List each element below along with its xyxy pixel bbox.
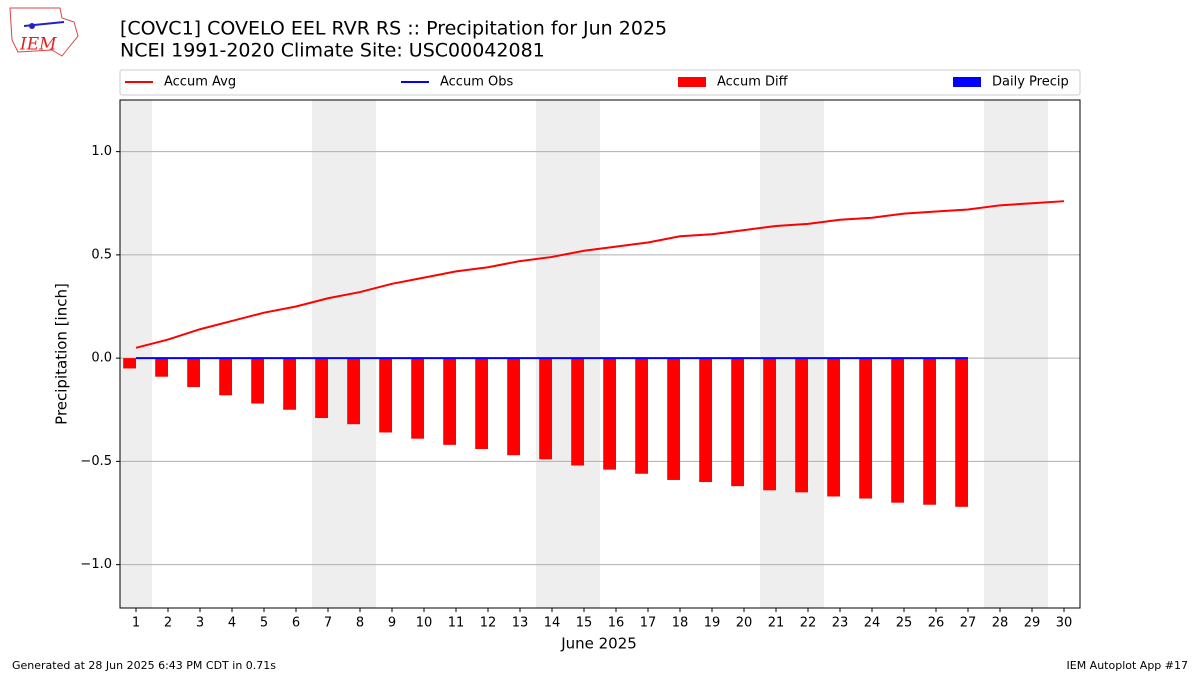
bar bbox=[667, 358, 680, 480]
weekend-shade bbox=[312, 100, 344, 608]
weekend-shade bbox=[568, 100, 600, 608]
legend bbox=[119, 69, 1081, 96]
y-tick-label: 0.0 bbox=[91, 351, 112, 366]
logo: IEM bbox=[9, 7, 79, 57]
line bbox=[135, 200, 1065, 349]
y-tick-label: −0.5 bbox=[80, 454, 112, 469]
x-tick-label: 9 bbox=[388, 616, 396, 631]
bar bbox=[827, 358, 840, 497]
bar bbox=[411, 358, 424, 439]
x-tick-label: 19 bbox=[704, 616, 721, 631]
bar bbox=[923, 358, 936, 505]
x-tick-label: 14 bbox=[544, 616, 561, 631]
y-tick-label: −1.0 bbox=[80, 557, 112, 572]
bar bbox=[571, 358, 584, 466]
bar bbox=[443, 358, 456, 445]
x-tick-label: 27 bbox=[960, 616, 977, 631]
x-tick-label: 12 bbox=[480, 616, 497, 631]
weekend-shade bbox=[1016, 100, 1048, 608]
bar bbox=[699, 358, 712, 483]
weekend-shade bbox=[792, 100, 824, 608]
x-tick-label: 13 bbox=[512, 616, 529, 631]
bar bbox=[251, 358, 264, 404]
bar bbox=[539, 358, 552, 460]
bar bbox=[315, 358, 328, 419]
weekend-shade bbox=[760, 100, 792, 608]
x-tick-label: 2 bbox=[164, 616, 172, 631]
x-tick-label: 25 bbox=[896, 616, 913, 631]
bar bbox=[507, 358, 520, 456]
x-axis-label: June 2025 bbox=[560, 635, 637, 653]
x-tick-label: 30 bbox=[1056, 616, 1073, 631]
bar bbox=[955, 358, 968, 507]
legend-swatch bbox=[678, 77, 706, 87]
legend-label: Accum Obs bbox=[440, 75, 513, 90]
legend-swatch bbox=[953, 77, 981, 87]
bar bbox=[379, 358, 392, 433]
x-tick-label: 21 bbox=[768, 616, 785, 631]
bar bbox=[283, 358, 296, 410]
bar bbox=[795, 358, 808, 493]
weekend-shade bbox=[536, 100, 568, 608]
x-tick-label: 4 bbox=[228, 616, 236, 631]
x-tick-label: 16 bbox=[608, 616, 625, 631]
x-tick-label: 29 bbox=[1024, 616, 1041, 631]
bar bbox=[155, 358, 168, 377]
y-tick-label: 0.5 bbox=[91, 247, 112, 262]
bar bbox=[475, 358, 488, 449]
x-tick-label: 3 bbox=[196, 616, 204, 631]
x-tick-label: 11 bbox=[448, 616, 465, 631]
y-axis-label: Precipitation [inch] bbox=[53, 283, 71, 425]
bar bbox=[635, 358, 648, 474]
x-tick-label: 1 bbox=[132, 616, 140, 631]
x-tick-label: 18 bbox=[672, 616, 689, 631]
x-tick-label: 17 bbox=[640, 616, 657, 631]
chart-title: [COVC1] COVELO EEL RVR RS :: Precipitati… bbox=[120, 18, 667, 40]
bar bbox=[347, 358, 360, 425]
bar bbox=[123, 358, 136, 369]
weekend-shade bbox=[984, 100, 1016, 608]
logo-text: IEM bbox=[19, 35, 57, 55]
weekend-shade bbox=[120, 100, 152, 608]
legend-label: Daily Precip bbox=[992, 75, 1069, 90]
chart-subtitle: NCEI 1991-2020 Climate Site: USC00042081 bbox=[120, 40, 545, 62]
weekend-shade bbox=[344, 100, 376, 608]
bar bbox=[731, 358, 744, 487]
plot-frame bbox=[119, 99, 1081, 609]
x-tick-label: 22 bbox=[800, 616, 817, 631]
legend-label: Accum Avg bbox=[164, 75, 236, 90]
bar bbox=[859, 358, 872, 499]
x-tick-label: 7 bbox=[324, 616, 332, 631]
bar bbox=[187, 358, 200, 388]
footer-left: Generated at 28 Jun 2025 6:43 PM CDT in … bbox=[12, 659, 276, 672]
y-tick-label: 1.0 bbox=[91, 144, 112, 159]
x-tick-label: 10 bbox=[416, 616, 433, 631]
x-tick-label: 6 bbox=[292, 616, 300, 631]
bar bbox=[891, 358, 904, 503]
bar bbox=[763, 358, 776, 491]
x-tick-label: 24 bbox=[864, 616, 881, 631]
x-tick-label: 5 bbox=[260, 616, 268, 631]
bar bbox=[219, 358, 232, 396]
bar bbox=[603, 358, 616, 470]
x-tick-label: 20 bbox=[736, 616, 753, 631]
legend-label: Accum Diff bbox=[717, 75, 789, 90]
footer-right: IEM Autoplot App #17 bbox=[1067, 659, 1189, 672]
x-tick-label: 28 bbox=[992, 616, 1009, 631]
x-tick-label: 26 bbox=[928, 616, 945, 631]
x-tick-label: 15 bbox=[576, 616, 593, 631]
x-tick-label: 8 bbox=[356, 616, 364, 631]
x-tick-label: 23 bbox=[832, 616, 849, 631]
